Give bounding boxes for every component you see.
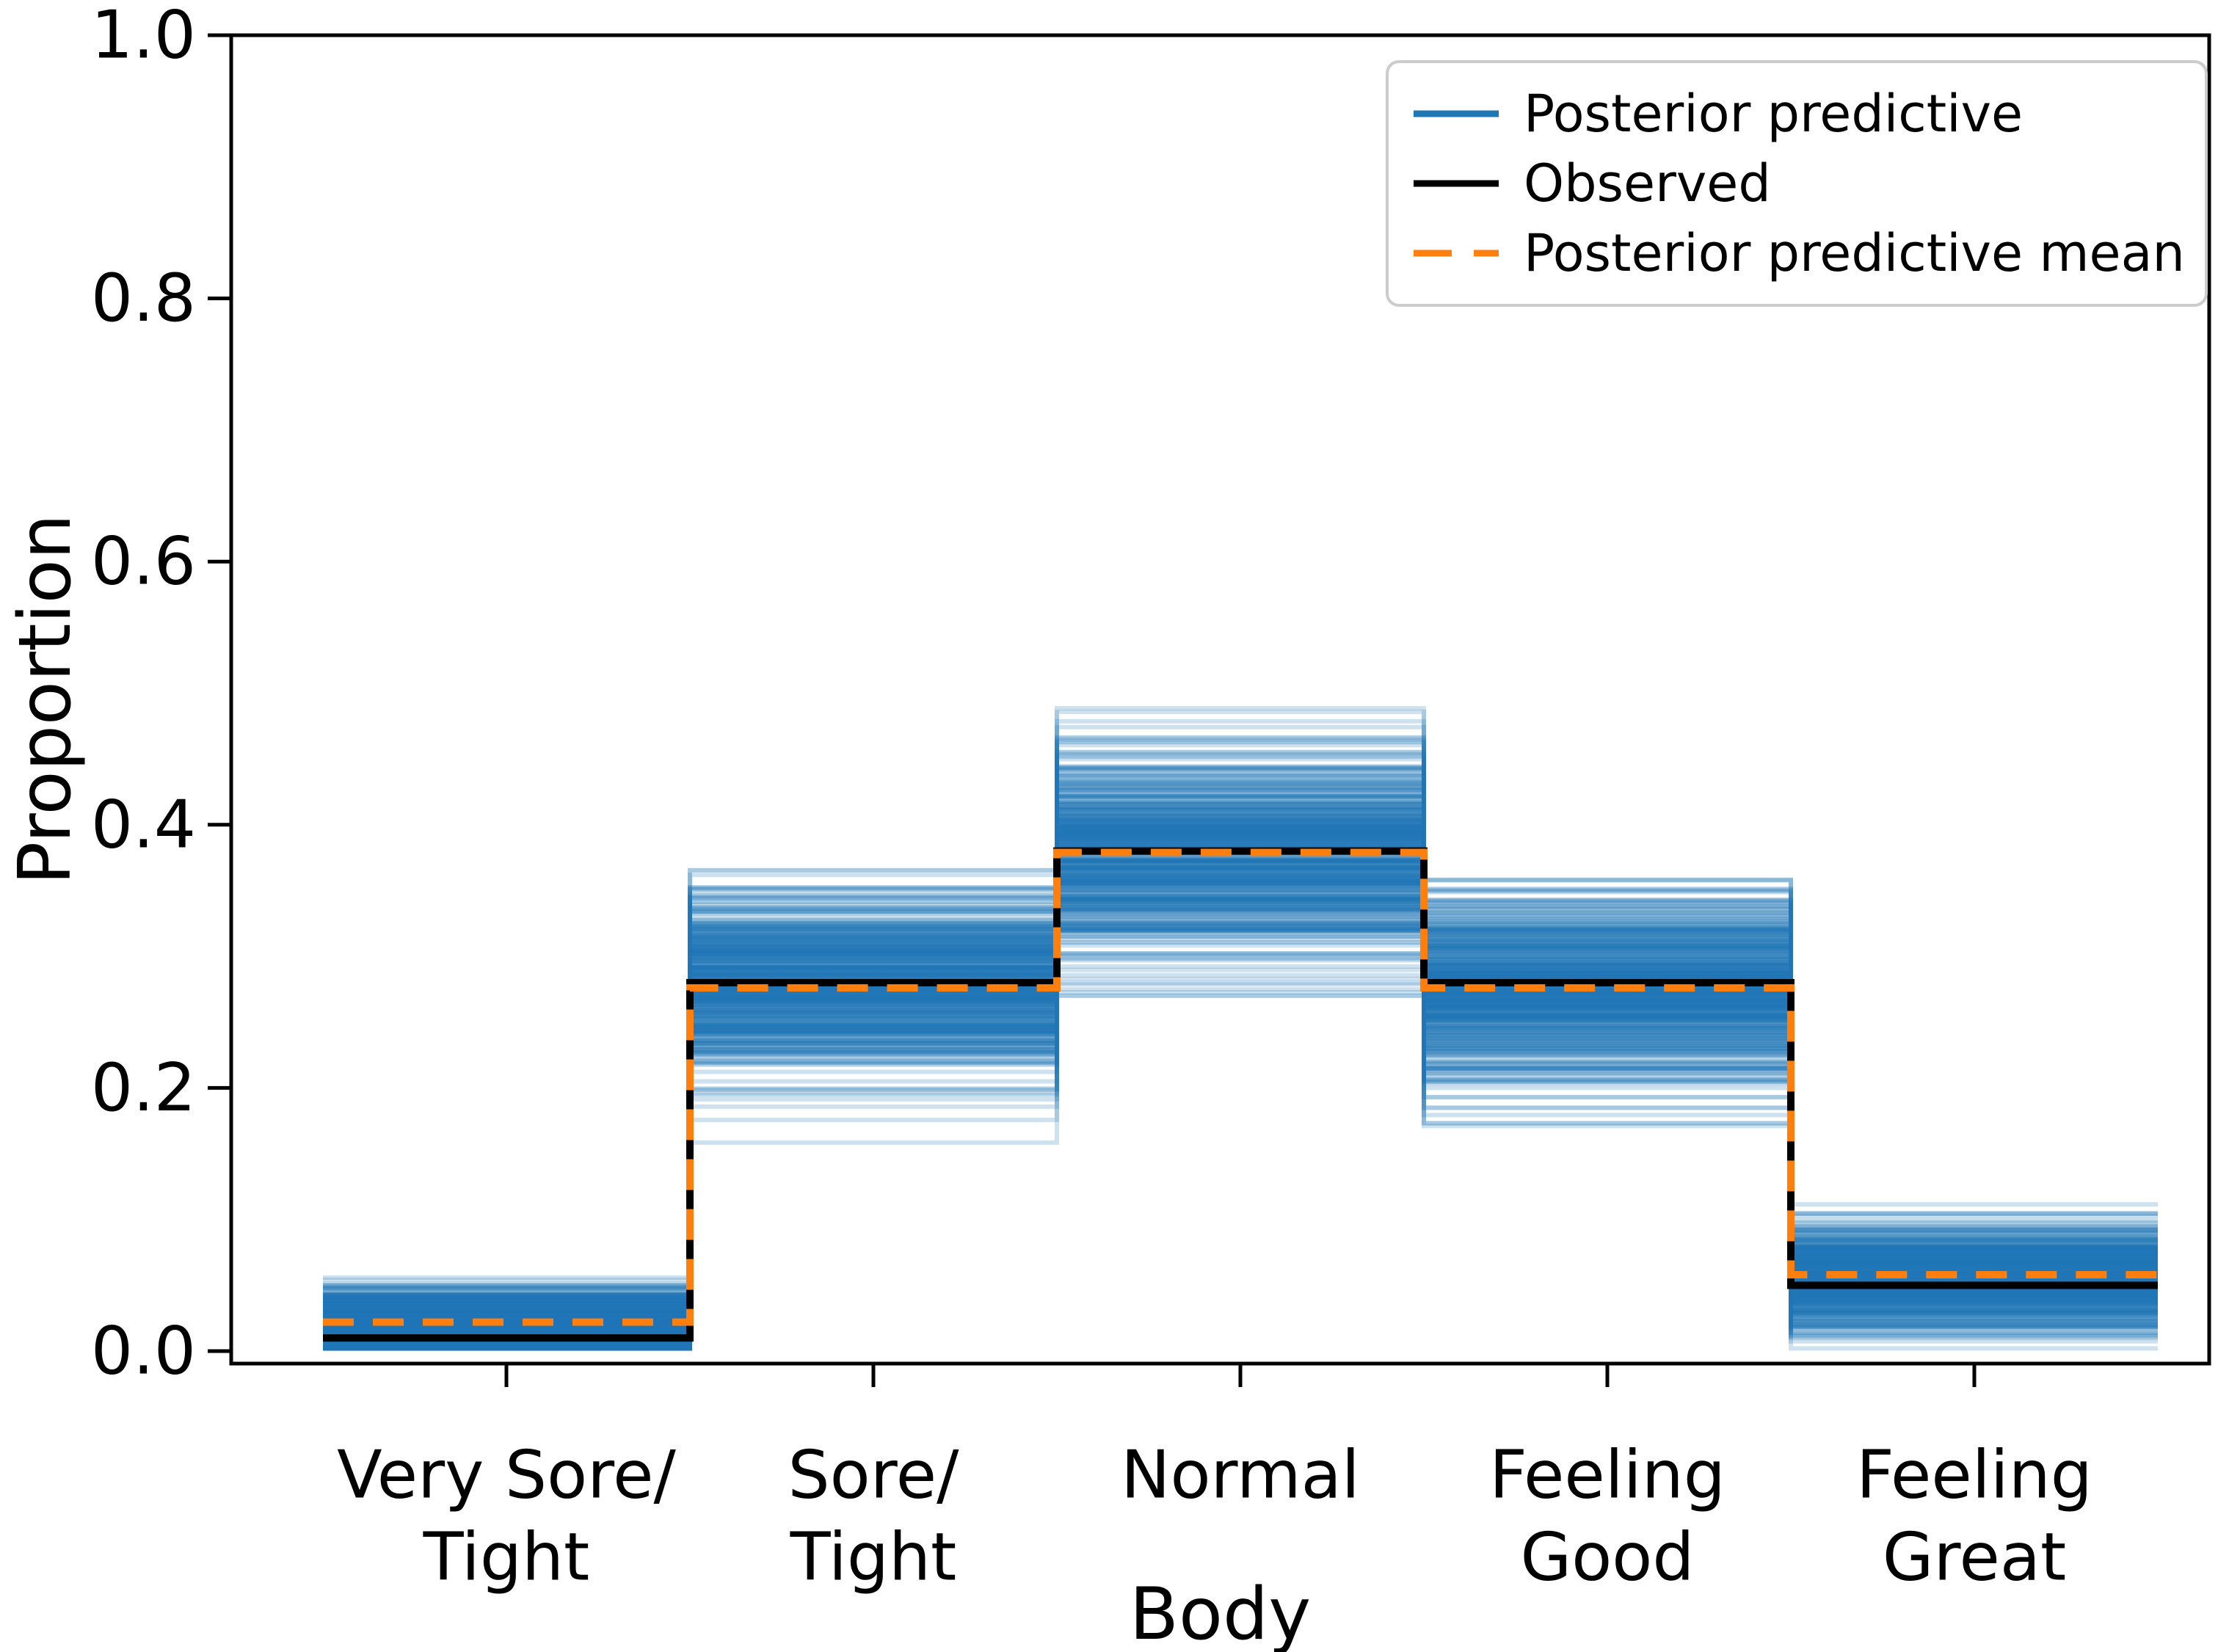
x-tick-label: Good [1521, 1519, 1695, 1596]
legend-label-observed: Observed [1524, 153, 1771, 214]
x-tick-label: Great [1883, 1519, 2067, 1596]
axes-spines [229, 33, 2211, 1366]
x-tick-label: Very Sore/ [337, 1437, 676, 1514]
x-tick-label: Feeling [1856, 1437, 2092, 1514]
legend-label-posterior-predictive: Posterior predictive [1524, 84, 2023, 145]
y-tick-label: 0.0 [91, 1313, 196, 1390]
x-tick-label: Sore/ [788, 1437, 960, 1514]
x-tick-label: Normal [1121, 1437, 1360, 1514]
y-tick-label: 1.0 [91, 0, 196, 74]
x-tick-label: Feeling [1489, 1437, 1726, 1514]
legend: Posterior predictive Observed Posterior … [1386, 60, 2208, 307]
y-tick-label: 0.2 [91, 1049, 196, 1127]
y-tick-label: 0.4 [91, 786, 196, 863]
observed-line-icon [1414, 180, 1499, 187]
y-tick-label: 0.8 [91, 260, 196, 337]
x-tick-label: Tight [423, 1519, 590, 1596]
posterior-predictive-mean-dashed-line-icon [1414, 250, 1499, 257]
legend-item-posterior-predictive: Posterior predictive [1411, 88, 2183, 139]
x-axis-label: Body [1130, 1573, 1311, 1652]
posterior-predictive-mean-step-line [323, 848, 2158, 1326]
posterior-predictive-line-icon [1414, 110, 1499, 117]
legend-label-posterior-predictive-mean: Posterior predictive mean [1524, 222, 2185, 283]
y-tick-label: 0.6 [91, 523, 196, 600]
legend-item-posterior-predictive-mean: Posterior predictive mean [1411, 222, 2185, 283]
x-tick-label: Tight [790, 1519, 957, 1596]
legend-item-observed: Observed [1411, 158, 2183, 209]
y-axis-label: Proportion [4, 514, 87, 885]
